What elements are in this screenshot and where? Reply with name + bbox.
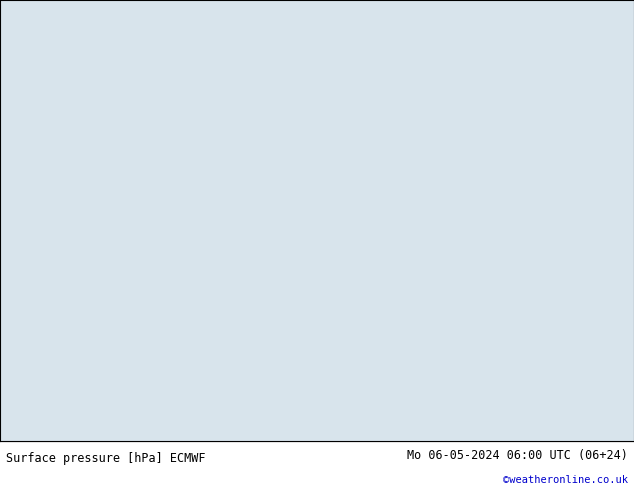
Text: ©weatheronline.co.uk: ©weatheronline.co.uk [503,475,628,485]
Text: Mo 06-05-2024 06:00 UTC (06+24): Mo 06-05-2024 06:00 UTC (06+24) [407,449,628,462]
Text: Surface pressure [hPa] ECMWF: Surface pressure [hPa] ECMWF [6,452,206,465]
